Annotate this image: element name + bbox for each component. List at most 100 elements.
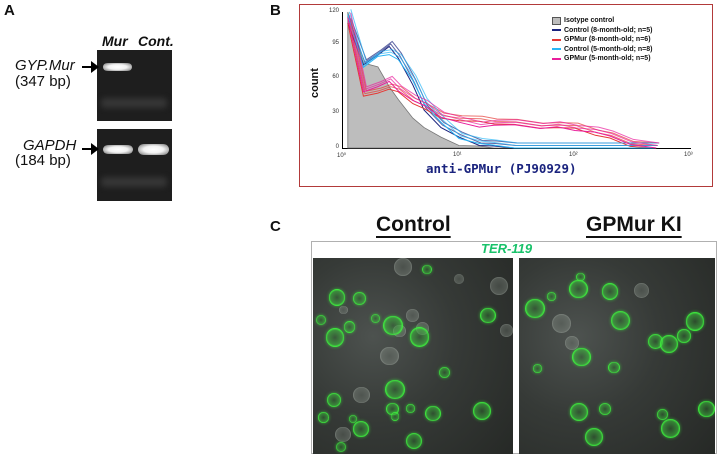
gel-band-gapdh-mur	[103, 145, 133, 154]
gel-band-mur	[103, 63, 132, 71]
cell	[576, 272, 586, 282]
cell	[379, 346, 399, 366]
y-tick-label: 30	[332, 109, 339, 115]
cell	[385, 379, 405, 400]
micrograph-gpmur-ki	[519, 258, 715, 454]
legend-item: Control (8-month-old; n=5)	[552, 26, 652, 36]
cell	[394, 258, 412, 276]
bp-label-gyp-mur: (347 bp)	[15, 73, 71, 90]
cell	[422, 264, 432, 275]
x-tick-label: 10⁰	[337, 153, 347, 159]
series-line	[350, 12, 660, 144]
cell	[409, 327, 430, 347]
gene-label-gapdh: GAPDH	[23, 137, 77, 154]
cell	[479, 307, 496, 324]
cell	[611, 310, 631, 330]
cell	[344, 321, 356, 333]
cell	[572, 347, 591, 366]
cell	[656, 409, 668, 421]
arrow-gapdh	[82, 143, 99, 155]
legend-swatch	[552, 16, 561, 25]
cell	[339, 305, 348, 315]
cell	[328, 289, 346, 306]
legend-label: GPMur (8-month-old; n=6)	[564, 36, 651, 43]
cell	[438, 366, 451, 379]
condition-title-control: Control	[376, 213, 451, 236]
cell	[564, 335, 579, 351]
cell	[406, 404, 415, 413]
cell	[633, 283, 649, 299]
legend-label: GPMur (5-month-old; n=5)	[564, 55, 651, 62]
chart-legend: Isotype control Control (8-month-old; n=…	[552, 16, 652, 64]
cell	[608, 361, 620, 374]
condition-title-gpmur-ki: GPMur KI	[586, 213, 682, 236]
cell	[547, 292, 556, 301]
x-tick-label: 10¹	[453, 152, 462, 158]
legend-item: Isotype control	[552, 16, 652, 26]
legend-label: Control (5-month-old; n=8)	[564, 45, 653, 53]
cell	[425, 405, 442, 422]
cell	[698, 400, 715, 418]
legend-label: Isotype control	[564, 17, 615, 24]
cell	[677, 329, 691, 343]
series-line	[348, 11, 658, 146]
cell	[601, 283, 619, 301]
cell	[525, 298, 545, 318]
gene-label-gyp-mur: GYP.Mur	[15, 57, 75, 74]
legend-item: Control (5-month-old; n=8)	[552, 45, 652, 55]
cell	[585, 427, 604, 446]
x-tick-label: 10²	[569, 152, 578, 158]
panel-a-letter: A	[4, 2, 15, 19]
y-axis-label: count	[309, 68, 321, 98]
cell	[349, 414, 358, 423]
cell	[661, 419, 680, 439]
panel-b-frame	[299, 4, 713, 187]
legend-swatch	[552, 38, 561, 41]
cell	[405, 432, 422, 450]
cell	[499, 324, 513, 338]
cell	[533, 364, 543, 374]
gel-image-gapdh	[97, 129, 172, 201]
y-tick-label: 0	[335, 144, 339, 150]
legend-swatch	[552, 57, 561, 60]
cell	[383, 315, 403, 336]
cell	[318, 412, 329, 423]
cell	[686, 312, 705, 331]
cell	[370, 314, 380, 324]
histogram-chart	[347, 9, 660, 149]
lane-header-cont: Cont.	[138, 33, 174, 49]
gel-smear	[101, 177, 167, 187]
cell	[352, 421, 369, 438]
y-tick-label: 95	[332, 40, 339, 46]
cell	[315, 314, 327, 326]
x-axis-label: anti-GPMur (PJ90929)	[426, 161, 577, 176]
legend-swatch	[552, 48, 561, 51]
cell	[385, 402, 399, 416]
series-line	[347, 14, 657, 149]
arrow-gyp-mur	[82, 61, 99, 73]
legend-swatch	[552, 29, 561, 32]
cell	[353, 292, 366, 305]
series-line	[348, 15, 658, 146]
gel-smear	[101, 98, 167, 108]
cell	[490, 276, 509, 295]
micrograph-control	[313, 258, 513, 454]
cell	[453, 274, 464, 285]
cell	[598, 402, 612, 416]
cell	[406, 309, 419, 323]
cell	[569, 279, 588, 299]
cell	[325, 327, 345, 347]
cell	[335, 426, 351, 443]
cell	[552, 313, 571, 333]
lane-header-mur: Mur	[102, 33, 128, 49]
series-line	[347, 17, 657, 149]
histogram-plot-area	[342, 9, 691, 149]
y-tick-label: 120	[328, 8, 339, 14]
cell	[353, 386, 370, 404]
x-tick-label: 10³	[684, 152, 693, 158]
legend-item: GPMur (5-month-old; n=5)	[552, 54, 652, 64]
cell	[326, 392, 342, 408]
cell	[472, 402, 491, 421]
series-line	[350, 9, 660, 144]
y-tick-label: 60	[332, 74, 339, 80]
